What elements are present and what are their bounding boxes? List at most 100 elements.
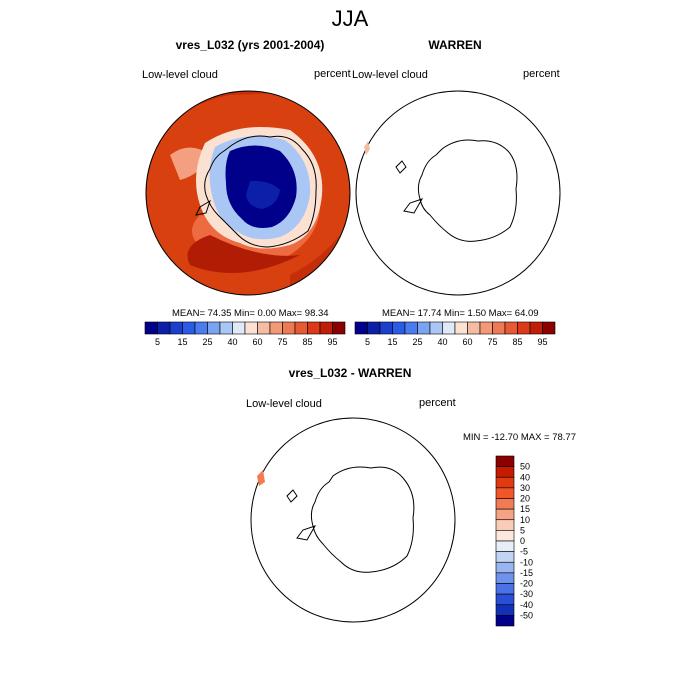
colorbar-box xyxy=(495,561,515,574)
colorbar-tick-label: -5 xyxy=(520,547,528,557)
colorbar-tick-label: 85 xyxy=(302,337,312,347)
colorbar-panel-1: 5 15 25 40 60 75 85 95 xyxy=(144,321,346,347)
map-warren-low-cloud xyxy=(355,90,561,296)
map-model-low-cloud xyxy=(145,90,351,296)
colorbar-panel-2: 5 15 25 40 60 75 85 95 xyxy=(354,321,556,347)
colorbar-tick-label: -40 xyxy=(520,600,533,610)
colorbar-box xyxy=(495,551,515,563)
colorbar-box xyxy=(495,487,515,499)
panel-2-title: WARREN xyxy=(428,38,482,52)
colorbar-tick-label: 75 xyxy=(487,337,497,347)
colorbar-box xyxy=(294,321,308,335)
colorbar-box xyxy=(467,321,481,335)
colorbar-tick-label: 25 xyxy=(202,337,212,347)
colorbar-box xyxy=(442,321,456,335)
panel-2-units-label: percent xyxy=(523,68,560,80)
panel-3-units-label: percent xyxy=(419,397,456,409)
colorbar-tick-label: 40 xyxy=(227,337,237,347)
colorbar-box xyxy=(495,572,515,584)
colorbar-box xyxy=(207,321,221,335)
colorbar-box xyxy=(495,508,515,521)
colorbar-tick-label: 40 xyxy=(520,472,530,482)
colorbar-box xyxy=(244,321,258,335)
colorbar-box xyxy=(257,321,271,335)
panel-2-stats: MEAN= 17.74 Min= 1.50 Max= 64.09 xyxy=(382,308,539,319)
colorbar-tick-label: -30 xyxy=(520,589,533,599)
colorbar-box xyxy=(392,321,406,335)
colorbar-tick-label: 60 xyxy=(252,337,262,347)
colorbar-box xyxy=(232,321,246,335)
colorbar-box xyxy=(332,321,346,335)
colorbar-tick-label: 25 xyxy=(412,337,422,347)
colorbar-tick-label: 40 xyxy=(437,337,447,347)
colorbar-box xyxy=(504,321,518,335)
colorbar-tick-label: -50 xyxy=(520,610,533,620)
colorbar-box xyxy=(529,321,543,335)
colorbar-tick-label: 15 xyxy=(520,504,530,514)
colorbar-box xyxy=(367,321,381,335)
colorbar-tick-label: 95 xyxy=(537,337,547,347)
colorbar-tick-label: 0 xyxy=(520,536,525,546)
colorbar-box xyxy=(354,321,368,335)
colorbar-box xyxy=(169,321,183,335)
colorbar-box xyxy=(219,321,233,335)
colorbar-tick-label: 30 xyxy=(520,483,530,493)
panel-1-variable-label: Low-level cloud xyxy=(142,69,218,81)
colorbar-tick-label: 15 xyxy=(387,337,397,347)
colorbar-tick-label: 5 xyxy=(365,337,370,347)
colorbar-box xyxy=(319,321,333,335)
antarctica-coastline-2 xyxy=(395,139,518,242)
colorbar-box xyxy=(495,498,515,510)
panel-3-stats: MIN = -12.70 MAX = 78.77 xyxy=(463,432,577,443)
colorbar-box xyxy=(157,321,171,335)
colorbar-box xyxy=(182,321,196,335)
colorbar-tick-label: 50 xyxy=(520,462,530,472)
colorbar-box xyxy=(307,321,321,335)
colorbar-box xyxy=(495,615,515,627)
colorbar-tick-label: 95 xyxy=(327,337,337,347)
colorbar-tick-label: 5 xyxy=(155,337,160,347)
colorbar-box xyxy=(495,593,515,606)
colorbar-box xyxy=(454,321,468,335)
colorbar-box xyxy=(282,321,296,335)
panel-3-variable-label: Low-level cloud xyxy=(246,398,322,410)
colorbar-box xyxy=(495,530,515,542)
colorbar-box xyxy=(495,583,515,595)
colorbar-box xyxy=(194,321,208,335)
colorbar-tick-label: 5 xyxy=(520,525,525,535)
colorbar-tick-label: 15 xyxy=(177,337,187,347)
colorbar-box xyxy=(429,321,443,335)
colorbar-box xyxy=(495,540,515,552)
colorbar-box xyxy=(269,321,283,335)
colorbar-tick-label: 75 xyxy=(277,337,287,347)
colorbar-tick-label: -10 xyxy=(520,557,533,567)
colorbar-tick-label: 60 xyxy=(462,337,472,347)
colorbar-box xyxy=(144,321,158,335)
colorbar-tick-label: -20 xyxy=(520,579,533,589)
colorbar-box xyxy=(495,519,515,531)
figure-title: JJA xyxy=(331,6,369,31)
colorbar-tick-label: 10 xyxy=(520,515,530,525)
colorbar-box xyxy=(379,321,393,335)
colorbar-box xyxy=(404,321,418,335)
colorbar-box xyxy=(495,455,515,467)
antarctica-coastline-1 xyxy=(195,135,317,248)
colorbar-tick-label: 85 xyxy=(512,337,522,347)
colorbar-box xyxy=(479,321,493,335)
colorbar-box xyxy=(542,321,556,335)
panel-1-stats: MEAN= 74.35 Min= 0.00 Max= 98.34 xyxy=(172,308,329,319)
colorbar-tick-label: 20 xyxy=(520,494,530,504)
colorbar-box xyxy=(495,476,515,489)
panel-3-title: vres_L032 - WARREN xyxy=(288,366,412,380)
colorbar-box xyxy=(495,604,515,616)
map-difference-low-cloud xyxy=(250,417,456,623)
panel-2-variable-label: Low-level cloud xyxy=(352,69,428,81)
colorbar-box xyxy=(492,321,506,335)
colorbar-tick-label: -15 xyxy=(520,568,533,578)
colorbar-box xyxy=(417,321,431,335)
colorbar-box xyxy=(517,321,531,335)
panel-1-title: vres_L032 (yrs 2001-2004) xyxy=(175,38,325,52)
panel-1-units-label: percent xyxy=(314,68,351,80)
colorbar-box xyxy=(495,466,515,478)
